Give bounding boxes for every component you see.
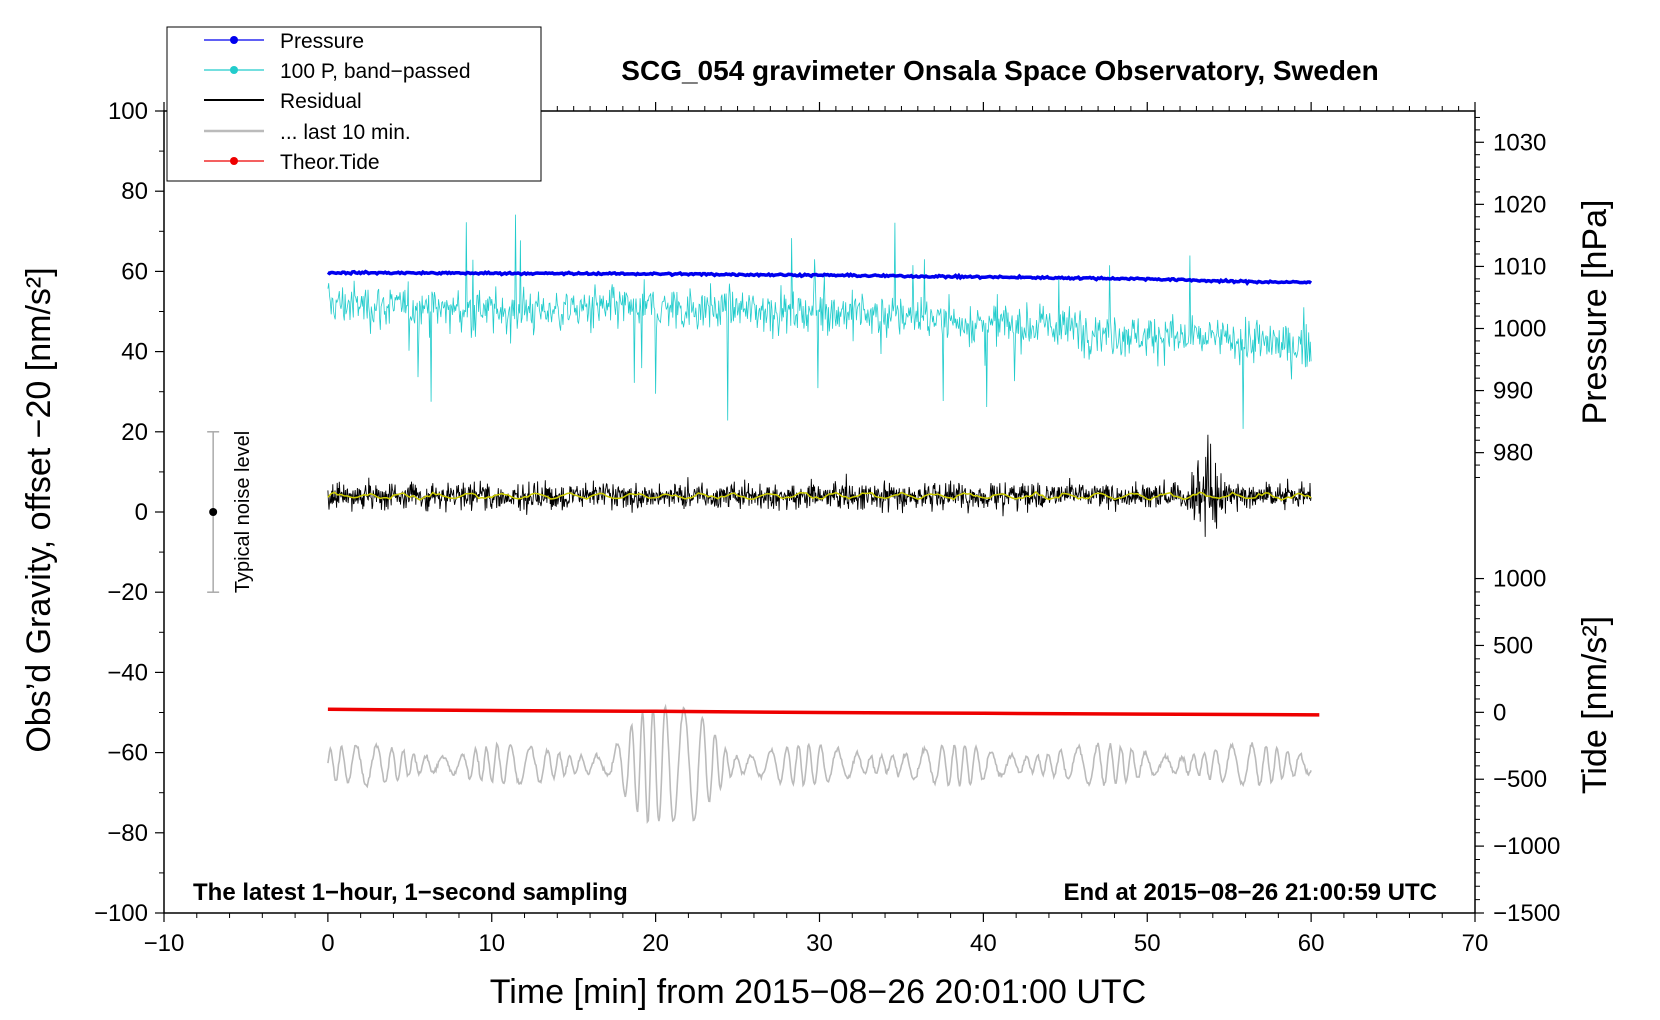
pressure-tick-label: 1000 bbox=[1493, 316, 1546, 343]
series-last-10-min-line bbox=[327, 703, 1312, 825]
x-tick-label: 20 bbox=[642, 930, 669, 957]
noise-level-indicator: Typical noise level bbox=[207, 431, 254, 593]
legend-marker-band-passed bbox=[230, 66, 238, 74]
tide-tick-label: −500 bbox=[1493, 766, 1547, 793]
y-axis-title-left: Obs’d Gravity, offset −20 [nm/s²] bbox=[20, 267, 58, 752]
legend-label-last-10-min: ... last 10 min. bbox=[280, 121, 411, 144]
y-tick-label: 0 bbox=[135, 499, 148, 526]
legend-entry-last-10-min: ... last 10 min. bbox=[204, 121, 411, 144]
tide-tick-label: 0 bbox=[1493, 699, 1506, 726]
axes-layer: −10 0 10 20 30 40 50 60 70100806040200−20−40−60−… bbox=[94, 98, 1560, 957]
legend-marker-theor-tide bbox=[230, 157, 238, 165]
y-tick-label: 20 bbox=[121, 419, 148, 446]
x-tick-label: 60 bbox=[1298, 930, 1325, 957]
series-residual-smoothed-line bbox=[327, 490, 1312, 501]
note-right: End at 2015−08−26 21:00:59 UTC bbox=[1063, 879, 1437, 906]
series-band-passed-line bbox=[327, 214, 1312, 429]
legend-box bbox=[166, 26, 542, 182]
legend-entry-pressure: Pressure bbox=[204, 30, 364, 53]
legend: Pressure 100 P, band−passed Residual ...… bbox=[166, 26, 542, 182]
y-tick-label: −40 bbox=[107, 659, 148, 686]
y-tick-label: −100 bbox=[94, 900, 148, 927]
y-tick-label: −80 bbox=[107, 820, 148, 847]
y-axis-title-pressure: Pressure [hPa] bbox=[1576, 200, 1614, 425]
legend-label-pressure: Pressure bbox=[280, 30, 364, 53]
series-residual-line bbox=[327, 434, 1312, 537]
y-tick-label: 100 bbox=[108, 98, 148, 125]
note-left: The latest 1−hour, 1−second sampling bbox=[193, 879, 628, 906]
legend-entry-theor-tide: Theor.Tide bbox=[204, 151, 380, 174]
x-tick-label: 0 bbox=[321, 930, 334, 957]
legend-entry-residual: Residual bbox=[204, 90, 362, 113]
tide-tick-label: 500 bbox=[1493, 632, 1533, 659]
y-tick-label: −60 bbox=[107, 740, 148, 767]
x-tick-label: 70 bbox=[1462, 930, 1489, 957]
y-tick-label: 60 bbox=[121, 258, 148, 285]
legend-entry-band-passed: 100 P, band−passed bbox=[204, 60, 471, 83]
y-tick-label: 40 bbox=[121, 339, 148, 366]
x-tick-label: −10 bbox=[144, 930, 185, 957]
x-tick-label: 40 bbox=[970, 930, 997, 957]
noise-level-center-dot bbox=[209, 508, 218, 516]
legend-label-band-passed: 100 P, band−passed bbox=[280, 60, 471, 83]
y-tick-label: 80 bbox=[121, 178, 148, 205]
series-layer bbox=[326, 214, 1320, 825]
tide-tick-label: 1000 bbox=[1493, 566, 1546, 593]
plot-frame bbox=[163, 110, 1476, 914]
legend-label-residual: Residual bbox=[280, 90, 362, 113]
series-pressure-line bbox=[326, 269, 1313, 286]
tide-tick-label: −1000 bbox=[1493, 833, 1560, 860]
pressure-tick-label: 1010 bbox=[1493, 253, 1546, 280]
pressure-tick-label: 990 bbox=[1493, 378, 1533, 405]
series-theor-tide-line bbox=[327, 707, 1320, 717]
legend-label-theor-tide: Theor.Tide bbox=[280, 151, 380, 174]
x-axis-title: Time [min] from 2015−08−26 20:01:00 UTC bbox=[490, 973, 1146, 1011]
x-tick-label: 50 bbox=[1134, 930, 1161, 957]
x-tick-label: 10 bbox=[478, 930, 505, 957]
pressure-tick-label: 980 bbox=[1493, 440, 1533, 467]
x-tick-label: 30 bbox=[806, 930, 833, 957]
y-tick-label: −20 bbox=[107, 579, 148, 606]
y-axis-title-tide: Tide [nm/s²] bbox=[1576, 616, 1614, 794]
legend-marker-pressure bbox=[230, 36, 238, 44]
tide-tick-label: −1500 bbox=[1493, 900, 1560, 927]
pressure-tick-label: 1020 bbox=[1493, 191, 1546, 218]
chart-title: SCG_054 gravimeter Onsala Space Observat… bbox=[621, 55, 1378, 86]
noise-level-label: Typical noise level bbox=[232, 431, 254, 593]
pressure-tick-label: 1030 bbox=[1493, 129, 1546, 156]
